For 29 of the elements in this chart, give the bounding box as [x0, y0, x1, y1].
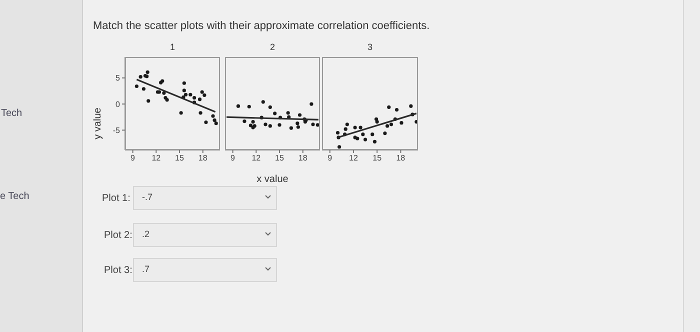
x-tick-label: 18 [298, 154, 308, 163]
x-tick-label: 18 [198, 154, 208, 163]
y-tick-label: 0 [116, 100, 121, 109]
x-tick-label: 15 [275, 154, 285, 163]
x-tick-label: 9 [130, 154, 136, 163]
chart-title: 3 [366, 42, 374, 52]
text: e Tech [0, 191, 30, 202]
x-tick-label: 12 [152, 154, 162, 163]
text: Plot 2: [104, 230, 132, 241]
text: .7 [142, 264, 150, 274]
x-axis-title: x value [256, 174, 289, 185]
x-tick-label: 18 [396, 154, 406, 163]
y-tick-label: 5 [116, 74, 121, 83]
text: .2 [142, 229, 150, 239]
x-tick-label: 9 [328, 154, 333, 163]
text: -.7 [142, 192, 153, 202]
x-tick-label: 15 [372, 154, 382, 163]
x-tick-label: 12 [252, 154, 262, 163]
y-tick-label: -5 [112, 126, 121, 135]
chart-title: 1 [168, 42, 176, 52]
text: Plot 1: [102, 193, 130, 204]
text: Match the scatter plots with their approximate correlation coefficients. [93, 20, 430, 32]
text: Plot 3: [104, 265, 132, 276]
chart-title: 2 [268, 42, 276, 52]
x-tick-label: 15 [175, 154, 185, 163]
x-tick-label: 12 [349, 154, 358, 163]
y-axis-title: y value [92, 108, 104, 140]
x-tick-label: 9 [230, 154, 236, 163]
text: Tech [1, 108, 22, 119]
